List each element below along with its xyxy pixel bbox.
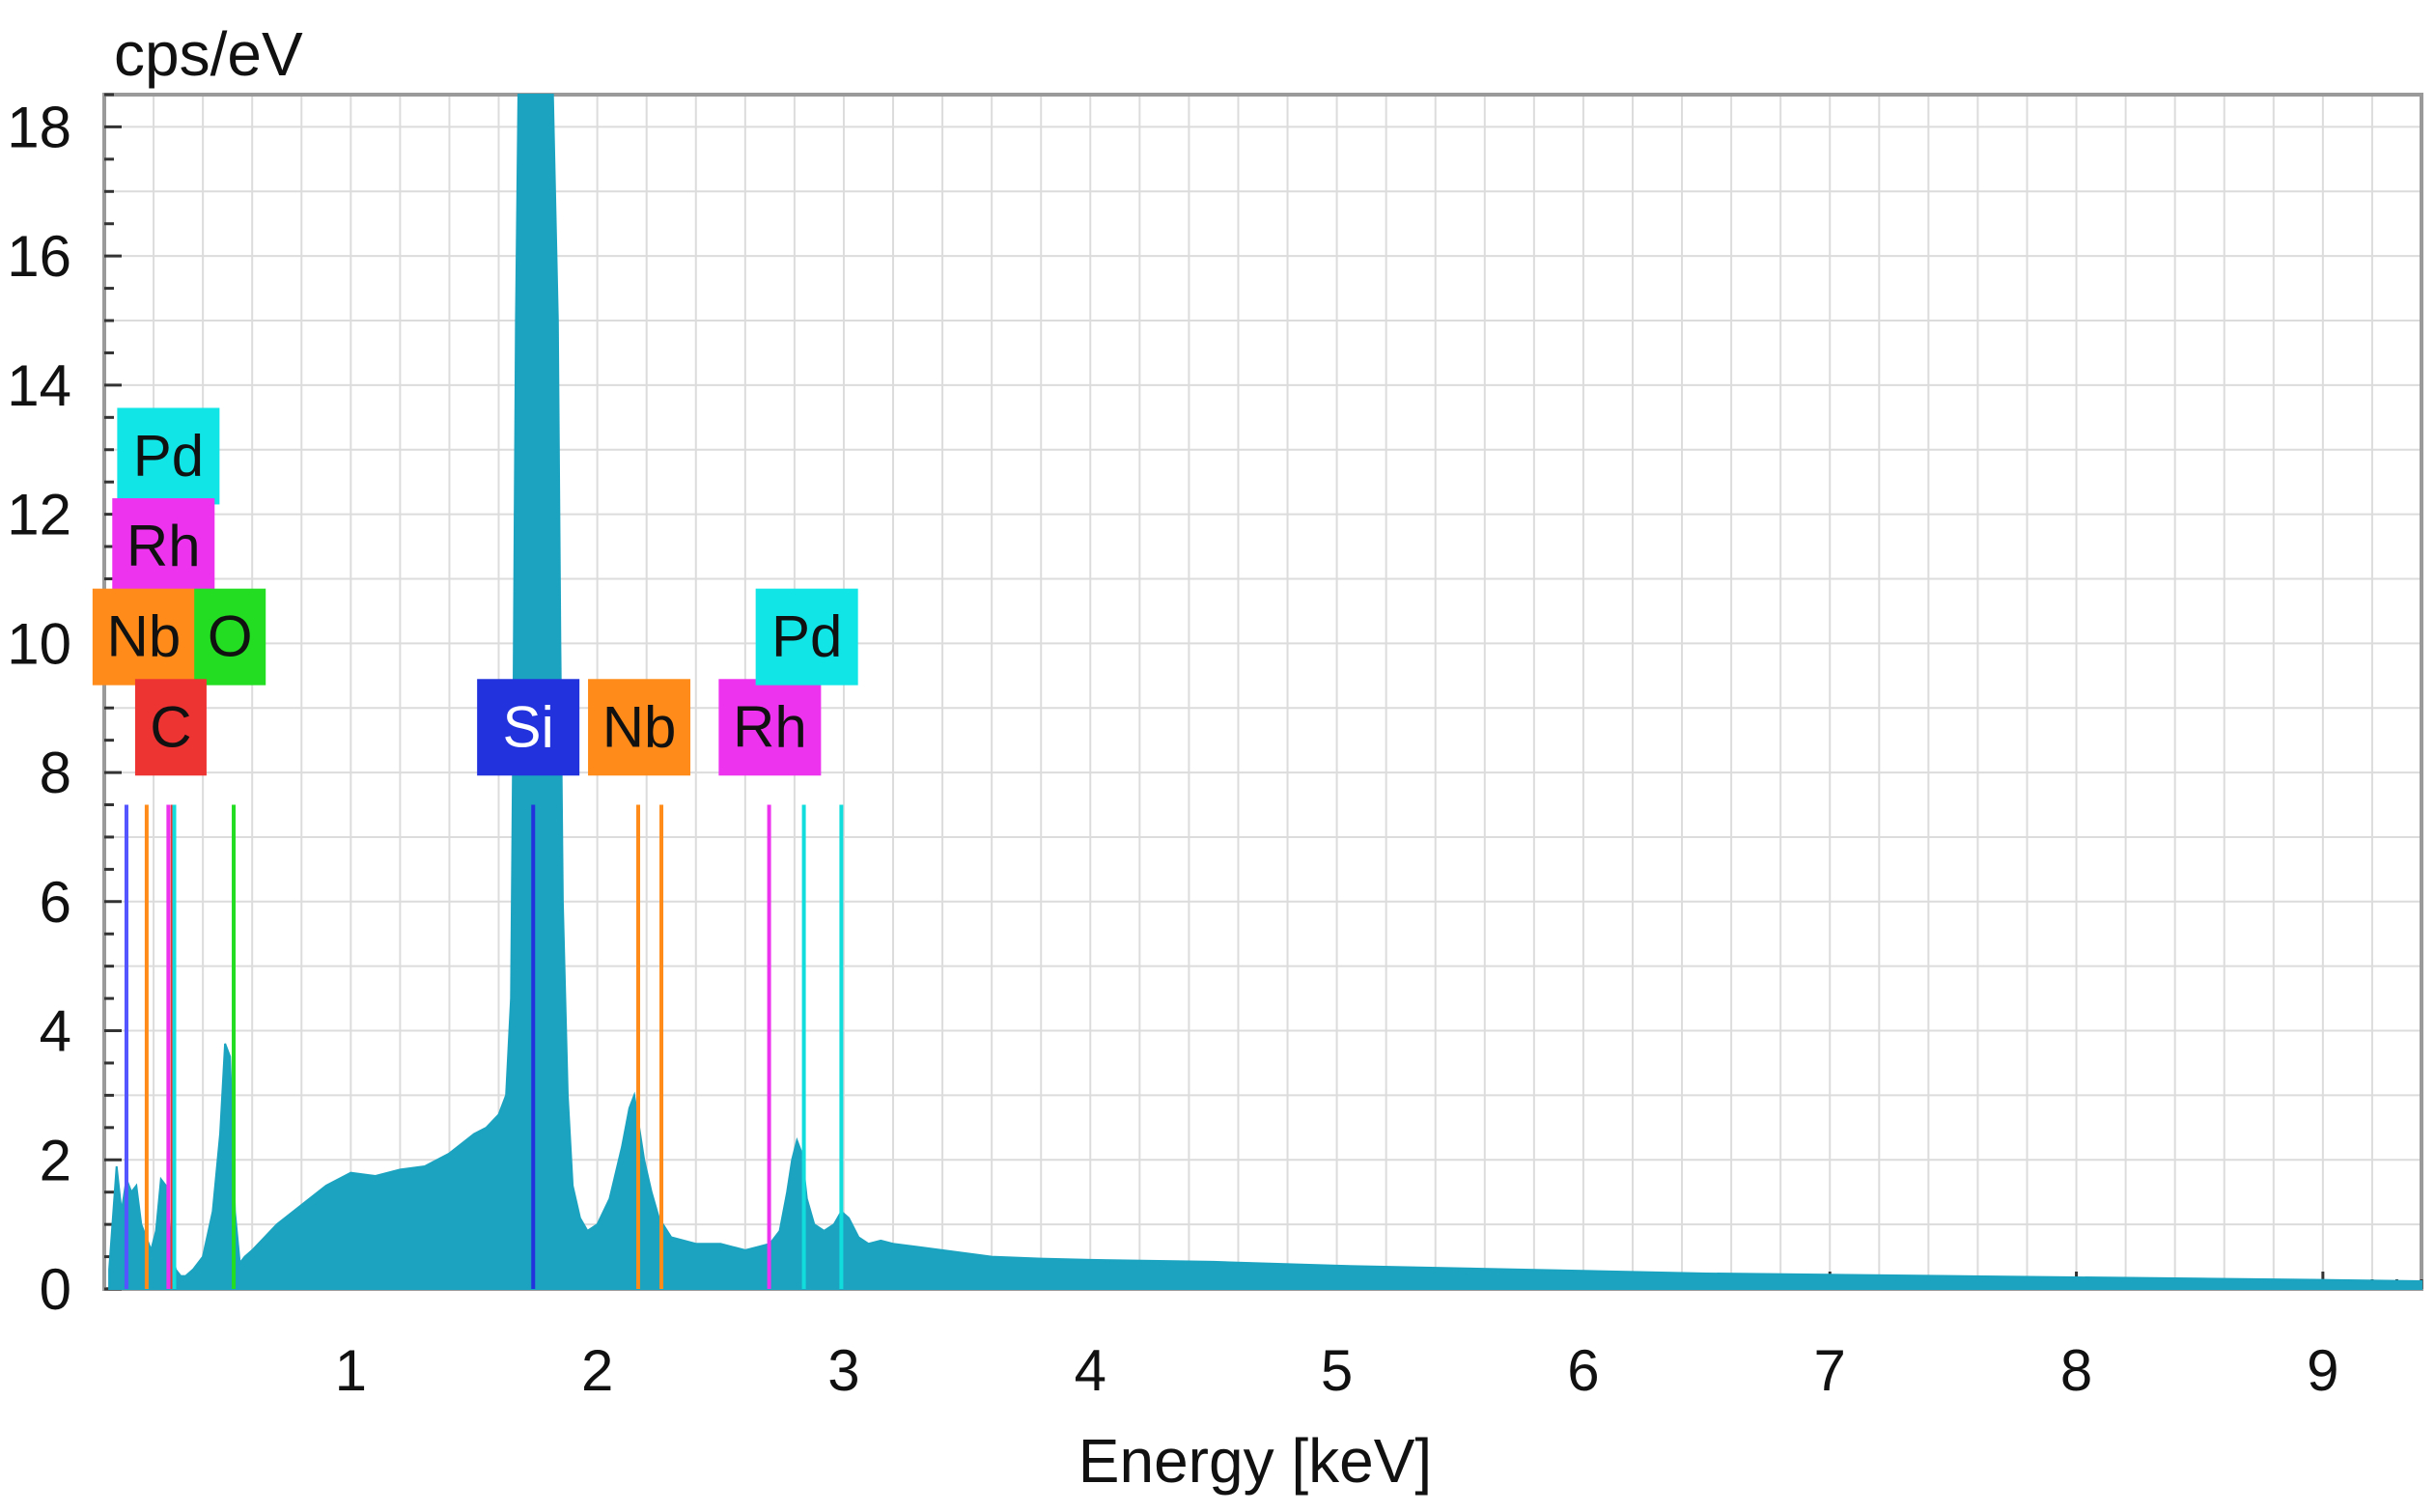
spectrum-layer [108,94,2422,1290]
x-tick-label: 5 [1321,1338,1353,1403]
y-tick-label: 2 [40,1128,71,1192]
x-tick-label: 6 [1567,1338,1599,1403]
element-label: C [134,679,207,776]
y-tick-labels: 0 2 4 6 8 10 12 14 16 18 [7,95,71,1322]
element-label: Nb [588,679,691,776]
x-tick-label: 2 [581,1338,613,1403]
element-label-box [755,588,858,686]
element-label-text: O [208,604,253,669]
y-tick-label: 4 [40,999,71,1064]
element-label-box [92,588,195,686]
element-label: O [194,588,266,686]
element-label: Si [477,679,580,776]
y-tick-label: 6 [40,870,71,935]
element-label: Rh [718,679,822,776]
y-tick-label: 12 [7,483,71,547]
x-tick-labels: 1 2 3 4 5 6 7 8 9 [335,1338,2339,1403]
y-axis-label: cps/eV [114,19,303,89]
spectrum-area [108,94,2422,1290]
y-tick-label: 16 [7,224,71,289]
axis-ticks [104,93,2423,1291]
x-tick-label: 3 [827,1338,859,1403]
y-tick-label: 8 [40,741,71,805]
element-label-text: Pd [771,604,842,669]
element-label-text: Nb [602,694,677,759]
element-label-box [134,679,207,776]
element-label: Rh [112,498,215,596]
element-label: Pd [755,588,858,686]
y-tick-label: 10 [7,611,71,676]
element-label-box [194,588,266,686]
element-label-box [588,679,691,776]
x-tick-label: 9 [2307,1338,2338,1403]
x-tick-label: 1 [335,1338,367,1403]
element-label: Pd [117,407,220,505]
element-label-box [117,407,220,505]
plot-frame [102,93,2423,1291]
grid [104,95,2422,1289]
element-label-box [477,679,580,776]
element-label-text: C [150,694,191,759]
element-labels: Pd Rh Nb OC Si Nb Rh Pd [92,407,858,776]
element-label-text: Rh [733,694,807,759]
element-label: Nb [92,588,195,686]
element-lines [124,804,844,1289]
y-tick-label: 18 [7,95,71,159]
x-tick-label: 4 [1075,1338,1106,1403]
x-tick-label: 7 [1814,1338,1846,1403]
element-label-text: Si [502,694,553,759]
element-label-text: Pd [133,423,204,488]
element-label-box [718,679,822,776]
x-axis-label: Energy [keV] [1078,1426,1432,1496]
y-tick-label: 0 [40,1257,71,1322]
y-tick-label: 14 [7,353,71,418]
element-label-text: Nb [106,604,181,669]
x-tick-label: 8 [2060,1338,2092,1403]
element-label-box [112,498,215,596]
element-label-text: Rh [126,514,201,578]
